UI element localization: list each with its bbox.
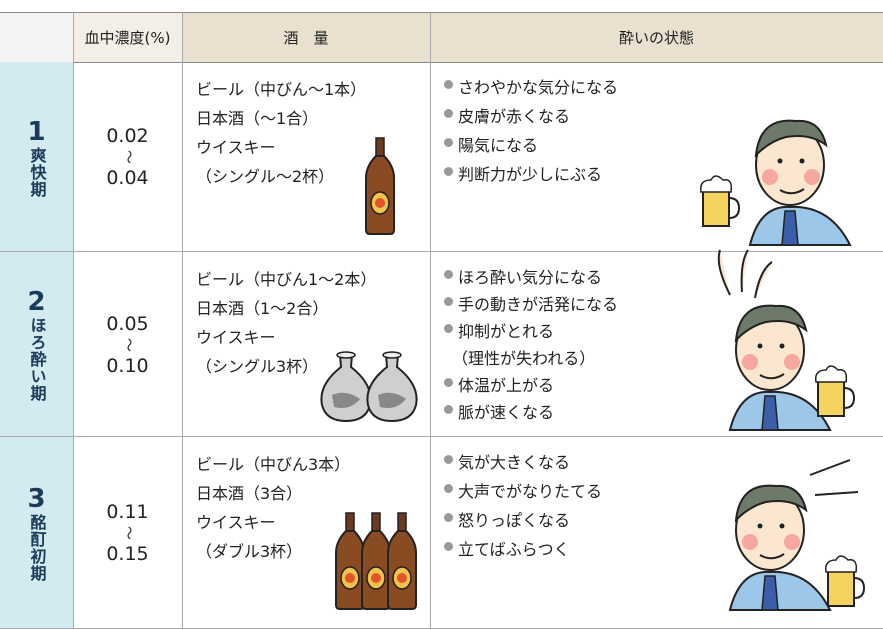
amount-line: ウイスキー [196,138,276,157]
state-line: ほろ酔い気分になる [458,268,603,287]
stage-name: 酩酊初期 [27,514,47,582]
bullet [444,378,453,387]
bullet [444,270,453,279]
amount-line: 日本酒（〜1合） [196,109,319,128]
bullet [444,484,453,493]
amount-line: ウイスキー [196,513,276,532]
concentration-to: 0.15 [106,543,149,565]
rule [0,62,883,63]
concentration-from: 0.11 [106,501,149,523]
amount-line: （ダブル3杯） [196,542,303,561]
header-bg [182,12,883,62]
state-line: 立てばふらつく [458,540,570,559]
bullet [444,513,453,522]
amount-line: ビール（中びん3本） [196,455,351,474]
rule [0,12,883,13]
concentration-cell: 0.11 〜 0.15 [73,437,182,629]
bullet [444,297,453,306]
bullet [444,405,453,414]
header-cell: 酔いの状態 [618,28,694,47]
stage-number: 1 [27,116,46,147]
bullet [444,455,453,464]
bullet [444,109,453,118]
stage-cell: 1 爽快期 [0,62,73,252]
stage-name: 爽快期 [27,146,47,198]
concentration-from: 0.05 [106,312,149,335]
state-line: 大声でがなりたてる [458,482,603,501]
state-line: 怒りっぽくなる [458,511,571,530]
concentration-cell: 0.02 〜 0.04 [73,62,182,252]
stage-cell: 3 酩酊初期 [0,437,73,629]
stage-name: ほろ酔い期 [27,317,47,402]
amount-line: ビール（中びん1〜2本） [196,270,377,289]
header-cell: 血中濃度(%) [84,28,171,47]
state-line: 脈が速くなる [458,403,555,422]
concentration-from: 0.02 [106,125,149,147]
bullet [444,138,453,147]
state-line: （理性が失われる） [452,349,596,368]
rule [0,251,883,252]
amount-line: ビール（中びん〜1本） [196,80,367,99]
state-line: 気が大きくなる [458,453,571,472]
concentration-to: 0.10 [106,354,149,377]
amount-line: （シングル3杯） [196,357,319,376]
rule [0,436,883,437]
amount-line: 日本酒（1〜2合） [196,299,329,318]
state-line: 抑制がとれる [458,322,555,341]
state-line: 判断力が少しにぶる [458,165,603,184]
amount-line: ウイスキー [196,328,276,347]
stage-cell: 2 ほろ酔い期 [0,252,73,437]
rule [430,12,431,629]
rule [182,12,183,629]
bullet [444,542,453,551]
bullet [444,167,453,176]
rule [73,12,74,629]
amount-line: 日本酒（3合） [196,484,303,503]
stage-number: 3 [27,484,46,514]
state-line: 陽気になる [458,136,539,155]
header-bg [73,12,182,62]
amount-line: （シングル〜2杯） [196,167,335,186]
stage-number: 2 [27,287,46,317]
concentration-to: 0.04 [106,167,149,189]
state-line: 体温が上がる [458,376,555,395]
state-line: 手の動きが活発になる [458,295,619,314]
header-cell: 酒 量 [283,28,329,47]
header-corner [0,12,73,62]
bullet [444,80,453,89]
bullet [444,324,453,333]
state-line: さわやかな気分になる [458,78,619,97]
state-line: 皮膚が赤くなる [458,107,571,126]
concentration-cell: 0.05 〜 0.10 [73,252,182,437]
